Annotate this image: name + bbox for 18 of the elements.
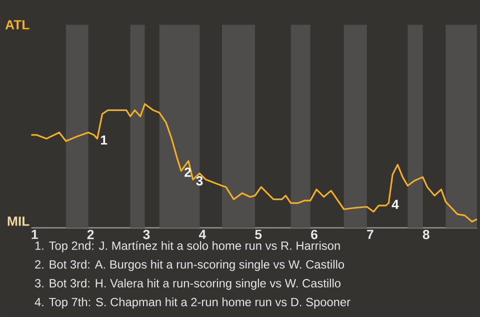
text: 4. Top 7th: S. Chapman hit a 2-run home run vs D. Spooner: [34, 298, 350, 309]
text: 1. Top 2nd: J. Martínez hit a solo home run vs R. Harrison: [35, 241, 340, 252]
x-tick-label: 8: [422, 230, 430, 240]
x-tick-label: 5: [255, 230, 262, 240]
annotation: 4: [392, 200, 399, 209]
annotation: 1: [101, 135, 108, 145]
x-tick-label: 1: [32, 230, 38, 239]
x-tick-label: 2: [87, 230, 94, 240]
x-tick-label: 6: [311, 230, 318, 240]
text: 3. Bot 3rd: H. Valera hit a run-scoring single vs W. Castillo: [34, 278, 340, 290]
text: MIL: [8, 216, 30, 226]
text: ATL: [5, 20, 30, 30]
x-tick-label: 3: [143, 230, 150, 240]
text: 2. Bot 3rd: A. Burgos hit a run-scoring single vs W. Castillo: [35, 260, 344, 272]
annotation: 3: [196, 176, 203, 186]
x-tick-label: 7: [367, 230, 374, 239]
x-tick-label: 4: [198, 230, 206, 239]
annotation: 2: [184, 168, 191, 177]
